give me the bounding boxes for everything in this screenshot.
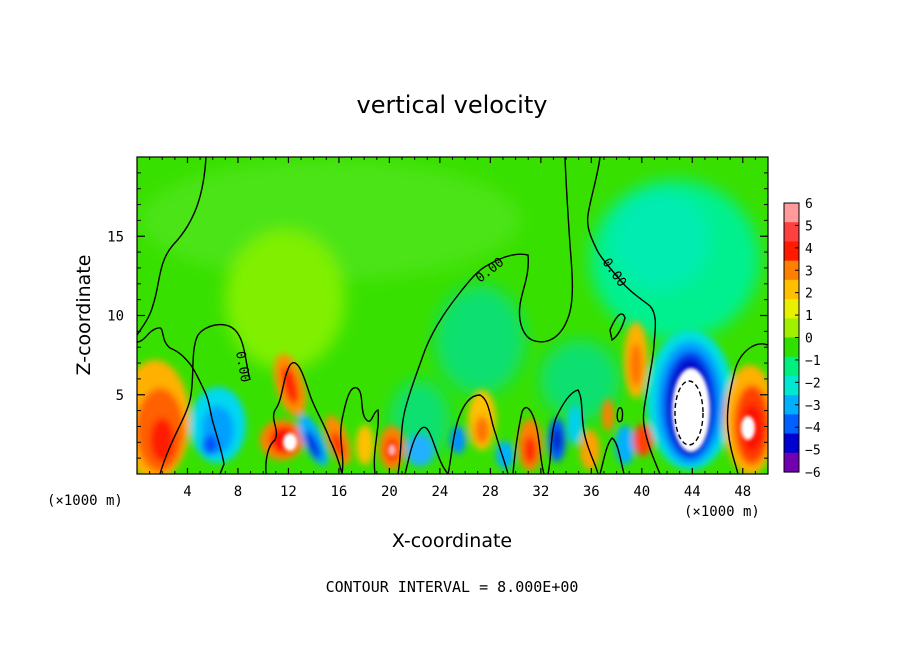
colorbar-label: 1 [805, 309, 813, 324]
x-tick-label: 48 [734, 484, 751, 500]
x-tick-label: 4 [183, 484, 191, 500]
x-axis-title: X-coordinate [392, 530, 512, 552]
contour-labels: 0.00 0.00 0.00 [232, 255, 629, 383]
colorbar-label: −4 [805, 421, 821, 436]
colorbar-segment [784, 433, 799, 454]
colorbar-segment [784, 241, 799, 262]
contour-line [137, 327, 225, 474]
colorbar-label: 2 [805, 287, 813, 302]
zero-contours [137, 157, 768, 474]
contour-label: 0.00 [232, 350, 252, 383]
contour-line [616, 407, 624, 423]
chart-title: vertical velocity [357, 91, 548, 119]
colorbar-segment [784, 260, 799, 281]
contour-line [397, 157, 574, 474]
x-unit-left: (×1000 m) [47, 493, 123, 509]
footer-contour-interval: CONTOUR INTERVAL = 8.000E+00 [326, 578, 579, 596]
contour-line [159, 323, 251, 474]
colorbar: 6 5 4 3 2 1 0 −1 −2 −3 −4 −5 −6 [783, 197, 821, 481]
colorbar-label: 6 [805, 197, 813, 212]
contour-line [726, 343, 768, 474]
contour-line [586, 157, 661, 474]
colorbar-segment [784, 452, 799, 473]
x-tick-label: 44 [684, 484, 701, 500]
contour-line [137, 157, 207, 336]
x-tick-label: 16 [330, 484, 347, 500]
colorbar-segment [784, 203, 799, 223]
y-tick-label: 5 [116, 388, 124, 404]
x-tick-label: 40 [633, 484, 650, 500]
y-tick-label: 10 [107, 309, 124, 325]
x-tick-label: 12 [280, 484, 297, 500]
contour-line [599, 437, 625, 474]
x-tick-label: 36 [583, 484, 600, 500]
colorbar-segment [784, 337, 799, 358]
field-features [137, 322, 768, 474]
x-tick-label: 24 [431, 484, 448, 500]
x-tick-label: 32 [532, 484, 549, 500]
colorbar-label: 3 [805, 264, 813, 279]
colorbar-label: 4 [805, 242, 813, 257]
contour-line [512, 407, 545, 474]
colorbar-segment [784, 375, 799, 396]
contour-line [404, 426, 449, 474]
x-axis: 4 8 12 16 20 24 28 32 36 40 44 48 [149, 157, 756, 500]
colorbar-label: 5 [805, 219, 813, 234]
colorbar-label: 0 [805, 332, 813, 347]
colorbar-segment [784, 395, 799, 415]
y-tick-label: 15 [107, 229, 124, 245]
colorbar-label: −6 [805, 466, 821, 481]
contour-line [340, 386, 380, 474]
contour-line [674, 380, 704, 446]
y-axis: 5 10 15 [107, 172, 768, 459]
colorbar-label: −2 [805, 376, 821, 391]
colorbar-segment [784, 299, 799, 319]
contour-line [547, 389, 599, 474]
colorbar-segment [784, 222, 799, 243]
plot-area [137, 157, 768, 474]
x-unit-right: (×1000 m) [684, 504, 760, 520]
x-tick-label: 28 [482, 484, 499, 500]
colorbar-segment [784, 318, 799, 339]
contour-line [447, 394, 509, 474]
colorbar-segment [784, 356, 799, 377]
colorbar-label: −1 [805, 354, 821, 369]
colorbar-label: −3 [805, 399, 821, 414]
colorbar-label: −5 [805, 444, 821, 459]
background-field [140, 160, 760, 460]
x-tick-label: 8 [234, 484, 242, 500]
y-axis-title: Z-coordinate [73, 255, 95, 376]
colorbar-segment [784, 414, 799, 435]
contour-line [609, 313, 626, 342]
colorbar-segment [784, 279, 799, 300]
x-tick-label: 20 [381, 484, 398, 500]
contour-line [265, 362, 343, 474]
